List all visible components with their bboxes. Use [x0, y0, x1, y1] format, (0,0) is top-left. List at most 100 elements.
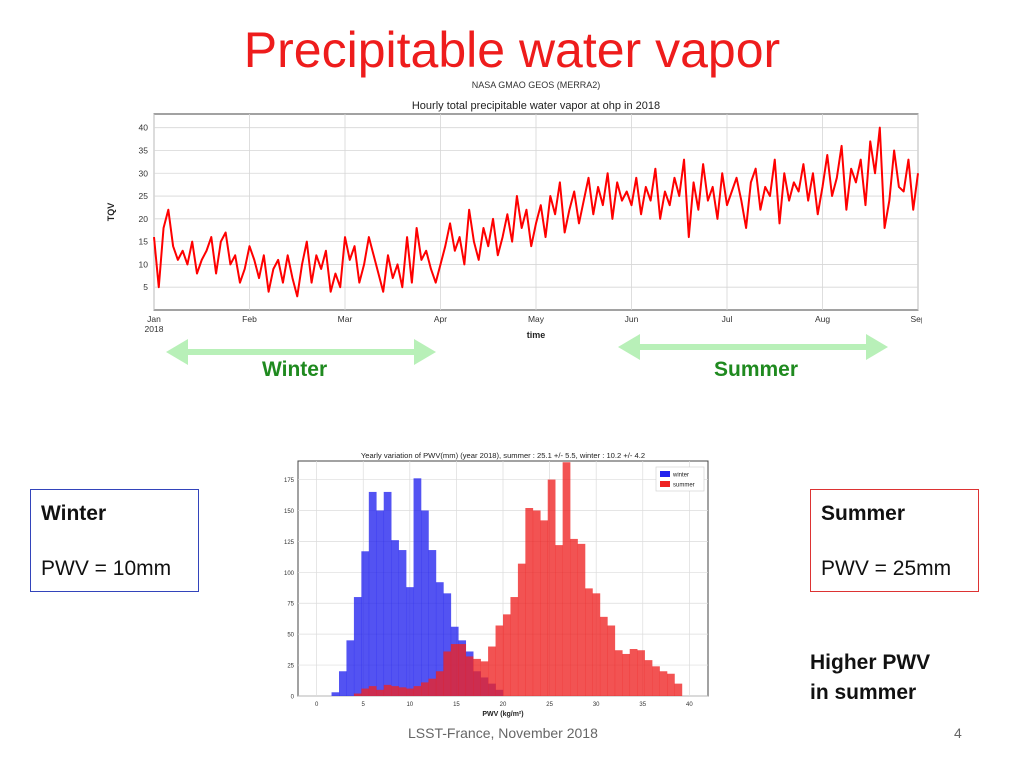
chart2-y-tick-label: 175 [284, 478, 295, 484]
chart2-bar-summer [488, 646, 496, 696]
chart1-x-tick-label: Jul [722, 314, 733, 324]
chart2-bar-summer [570, 538, 578, 696]
chart2-bar-summer [406, 688, 414, 696]
arrow-head-left [166, 339, 188, 365]
winter-season-label: Winter [262, 358, 328, 381]
summer-info-box: Summer PWV = 25mm [810, 489, 979, 592]
chart2-bar-summer [421, 682, 429, 696]
chart2-bar-summer [398, 687, 407, 696]
chart2-bar-summer [599, 616, 608, 696]
chart2-y-tick-label: 150 [284, 509, 295, 515]
chart1-y-axis-label: TQV [106, 203, 116, 222]
chart2-x-tick-label: 5 [362, 702, 366, 708]
pwv-histogram-svg: Yearly variation of PWV(mm) (year 2018),… [284, 451, 709, 718]
chart2-bar-summer [659, 671, 668, 696]
summer-box-value: PWV = 25mm [821, 557, 952, 580]
chart2-x-tick-label: 30 [593, 702, 600, 708]
chart2-bar-summer [503, 614, 511, 696]
chart1-series-line [153, 126, 919, 298]
chart2-y-tick-label: 50 [287, 633, 294, 639]
summer-note: Higher PWV in summer [810, 648, 930, 708]
page-number: 4 [954, 725, 962, 741]
chart2-bar-winter [361, 551, 370, 696]
chart2-bar-summer [353, 693, 362, 696]
chart2-bar-summer [547, 479, 556, 696]
chart1-x-tick-label: Aug [815, 314, 830, 324]
arrow-head-right [414, 339, 436, 365]
chart2-bar-summer [413, 686, 422, 696]
chart2-x-tick-label: 40 [686, 702, 693, 708]
chart1-x-tick-label: Jan [147, 314, 161, 324]
chart1-x-tick-sublabel: 2018 [145, 324, 164, 334]
chart2-bar-summer [517, 563, 526, 696]
chart1-x-tick-label: Mar [338, 314, 353, 324]
chart2-bar-winter [331, 692, 340, 696]
chart2-legend-label-winter: winter [672, 473, 689, 479]
chart1-x-tick-label: Jun [625, 314, 639, 324]
chart2-x-tick-label: 15 [453, 702, 460, 708]
chart2-bar-winter [383, 491, 392, 696]
chart2-bar-summer [383, 684, 392, 696]
chart2-x-tick-label: 35 [639, 702, 646, 708]
chart2-bar-summer [450, 644, 459, 696]
chart2-legend-swatch-summer [660, 481, 670, 487]
chart2-bar-summer [652, 666, 660, 696]
chart2-bar-summer [592, 593, 601, 696]
chart2-x-tick-label: 20 [500, 702, 507, 708]
chart1-y-tick-label: 5 [143, 282, 148, 292]
chart2-bar-summer [435, 671, 444, 696]
chart1-y-tick-label: 20 [139, 214, 149, 224]
chart1-suptitle: NASA GMAO GEOS (MERRA2) [472, 80, 601, 90]
chart1-x-tick-label: Sep [910, 314, 922, 324]
chart2-bar-summer [577, 543, 586, 696]
chart2-bar-summer [443, 651, 452, 696]
chart2-bar-summer [629, 649, 638, 696]
chart1-x-axis-label: time [527, 330, 546, 340]
chart2-y-tick-label: 0 [291, 695, 295, 701]
slide-title: Precipitable water vapor [243, 22, 781, 78]
chart2-bar-winter [368, 491, 377, 696]
chart2-bar-summer [540, 520, 549, 696]
chart2-x-tick-label: 0 [315, 702, 319, 708]
chart2-bar-winter [339, 671, 347, 696]
summer-note-line-1: Higher PWV [810, 651, 931, 674]
chart2-bar-summer [465, 656, 474, 696]
chart2-bar-summer [495, 625, 504, 696]
chart2-legend-swatch-winter [660, 471, 670, 477]
chart2-bar-summer [562, 462, 571, 696]
chart1-y-tick-label: 40 [139, 123, 149, 133]
summer-season-label: Summer [714, 358, 799, 381]
chart1-y-tick-label: 30 [139, 168, 149, 178]
chart2-bar-summer [622, 653, 631, 696]
chart2-bar-summer [391, 686, 399, 696]
winter-box-title: Winter [41, 502, 107, 525]
chart2-x-tick-label: 10 [406, 702, 413, 708]
chart1-y-tick-label: 10 [139, 259, 149, 269]
chart1-x-tick-label: Apr [434, 314, 447, 324]
winter-info-box: Winter PWV = 10mm [30, 489, 199, 592]
chart2-y-tick-label: 125 [284, 540, 295, 546]
chart2-bar-winter [398, 550, 407, 696]
chart1-x-tick-label: Feb [242, 314, 257, 324]
chart1-title: Hourly total precipitable water vapor at… [412, 100, 660, 112]
chart2-bar-summer [525, 508, 534, 696]
chart2-bar-summer [361, 688, 370, 696]
chart2-bar-summer [644, 660, 653, 696]
chart2-bar-winter [428, 550, 437, 696]
chart2-bar-winter [376, 510, 385, 696]
chart2-bar-summer [473, 658, 481, 696]
chart2-bar-winter [391, 540, 399, 696]
chart2-bar-summer [510, 597, 519, 696]
chart2-bar-summer [614, 650, 623, 696]
chart2-bar-summer [674, 683, 683, 696]
chart2-bar-winter [413, 478, 422, 696]
chart2-bar-summer [458, 644, 467, 696]
chart1-y-tick-label: 25 [139, 191, 149, 201]
chart2-bar-summer [532, 510, 541, 696]
chart1-y-tick-label: 15 [139, 237, 149, 247]
chart2-bar-summer [607, 625, 616, 696]
chart2-y-tick-label: 100 [284, 571, 295, 577]
chart2-bar-winter [406, 587, 414, 696]
chart2-bar-summer [428, 678, 437, 696]
chart2-bar-summer [555, 545, 563, 696]
